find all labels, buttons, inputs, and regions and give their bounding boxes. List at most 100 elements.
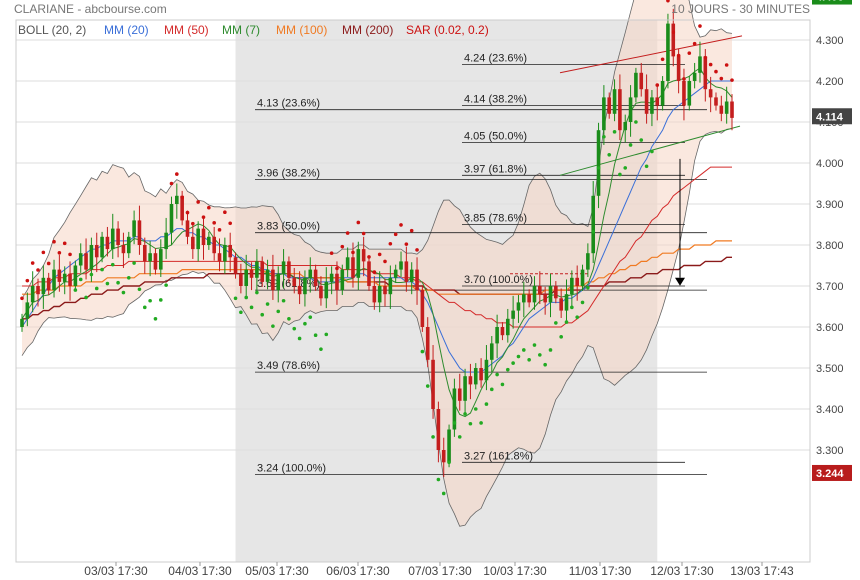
candle-body bbox=[367, 261, 371, 286]
candle-body bbox=[303, 277, 307, 295]
chart-period-label: 10 JOURS - 30 MINUTES bbox=[671, 2, 810, 16]
candle-body bbox=[671, 23, 676, 57]
sar-dot bbox=[287, 317, 291, 321]
candle-body bbox=[169, 204, 174, 233]
sar-dot bbox=[105, 281, 110, 286]
candle-body bbox=[431, 359, 435, 409]
sar-dot bbox=[142, 305, 147, 310]
sar-dot bbox=[239, 310, 243, 315]
sar-dot bbox=[586, 285, 590, 290]
candle-body bbox=[233, 257, 238, 274]
sar-dot bbox=[719, 76, 724, 81]
sar-dot bbox=[201, 215, 206, 219]
candle-body bbox=[708, 89, 713, 98]
candle-body bbox=[479, 368, 483, 381]
legend-item: BOLL (20, 2) bbox=[18, 23, 86, 37]
candle-body bbox=[682, 81, 686, 106]
candle-body bbox=[57, 269, 62, 282]
candle-body bbox=[41, 277, 46, 295]
sar-dot bbox=[484, 402, 489, 406]
sar-dot bbox=[676, 53, 681, 58]
sar-dot bbox=[522, 348, 526, 352]
candle-body bbox=[538, 286, 542, 295]
sar-dot bbox=[94, 286, 99, 291]
y-tick-label: 4.000 bbox=[816, 158, 844, 170]
sar-dot bbox=[388, 241, 393, 246]
candle-body bbox=[260, 261, 265, 282]
candle-body bbox=[687, 81, 692, 106]
candle-body bbox=[324, 281, 329, 299]
sar-dot bbox=[25, 278, 30, 283]
indicator-legend: BOLL (20, 2) MM (20) MM (50) MM (7) MM (100)… bbox=[18, 23, 489, 37]
sar-dot bbox=[580, 300, 585, 305]
y-tick-label: 3.300 bbox=[816, 445, 844, 457]
sar-dot bbox=[479, 421, 483, 425]
fib-left-label: 4.13 (23.6%) bbox=[257, 98, 320, 110]
candle-body bbox=[20, 318, 24, 327]
sar-dot bbox=[682, 77, 686, 81]
sar-dot bbox=[356, 220, 361, 225]
sar-dot bbox=[191, 221, 195, 226]
sar-dot bbox=[52, 239, 56, 244]
candle-body bbox=[500, 327, 505, 336]
x-tick-label: 05/03 17:30 bbox=[245, 564, 309, 578]
candle-body bbox=[602, 97, 606, 131]
sar-dot bbox=[20, 296, 24, 301]
sar-dot bbox=[655, 83, 660, 87]
candle-body bbox=[618, 89, 622, 131]
sar-dot bbox=[628, 143, 633, 147]
candle-body bbox=[287, 261, 291, 278]
fib-right-label: 3.97 (61.8%) bbox=[464, 163, 527, 175]
price-tags: 4.406 4.114 3.244 bbox=[812, 0, 852, 481]
sar-dot bbox=[169, 181, 174, 186]
sar-dot bbox=[351, 250, 355, 255]
parabolic-sar bbox=[20, 0, 734, 496]
candle-body bbox=[666, 23, 670, 82]
y-tick-label: 3.400 bbox=[816, 404, 844, 416]
fib-right-label: 3.85 (78.6%) bbox=[464, 213, 527, 225]
candle-body bbox=[570, 277, 574, 295]
candle-body bbox=[452, 388, 457, 430]
candle-body bbox=[719, 105, 724, 114]
candle-body bbox=[94, 245, 99, 258]
sar-dot bbox=[255, 290, 259, 295]
candle-body bbox=[356, 249, 361, 278]
candle-body bbox=[698, 56, 702, 73]
candle-body bbox=[132, 220, 136, 237]
sar-dot bbox=[68, 252, 72, 257]
candle-body bbox=[340, 269, 345, 291]
low-price-tag-label: 3.244 bbox=[816, 468, 844, 480]
candle-body bbox=[623, 122, 628, 131]
candle-body bbox=[692, 72, 697, 81]
sar-dot bbox=[708, 62, 713, 67]
sar-dot bbox=[505, 367, 510, 372]
candle-body bbox=[441, 450, 446, 463]
candle-body bbox=[377, 286, 382, 303]
candle-body bbox=[335, 273, 339, 291]
sar-dot bbox=[217, 228, 222, 232]
sar-dot bbox=[84, 295, 88, 300]
sar-dot bbox=[527, 358, 531, 362]
candle-body bbox=[554, 286, 558, 299]
candle-body bbox=[319, 286, 323, 299]
sar-dot bbox=[137, 287, 142, 292]
sar-dot bbox=[425, 384, 430, 388]
y-tick-label: 4.200 bbox=[816, 76, 844, 88]
sar-dot bbox=[596, 166, 601, 170]
sar-dot bbox=[420, 349, 425, 354]
axes: 3.300 3.400 3.500 3.600 3.700 3.800 3.900 4.000… bbox=[15, 19, 844, 578]
x-tick-label: 07/03 17:30 bbox=[408, 564, 472, 578]
candle-body bbox=[660, 81, 665, 106]
sar-dot bbox=[634, 120, 638, 124]
candle-body bbox=[239, 273, 243, 286]
sar-dot bbox=[436, 477, 441, 482]
plot-frame bbox=[15, 19, 811, 563]
sar-dot bbox=[538, 353, 542, 357]
candle-body bbox=[201, 228, 206, 245]
sar-dot bbox=[415, 248, 419, 252]
sar-dot bbox=[185, 210, 190, 215]
mm50-line bbox=[22, 166, 732, 328]
candle-body bbox=[724, 101, 729, 114]
low-price-tag-box bbox=[812, 464, 852, 481]
fib-right-label: 3.70 (100.0%) bbox=[464, 274, 533, 286]
